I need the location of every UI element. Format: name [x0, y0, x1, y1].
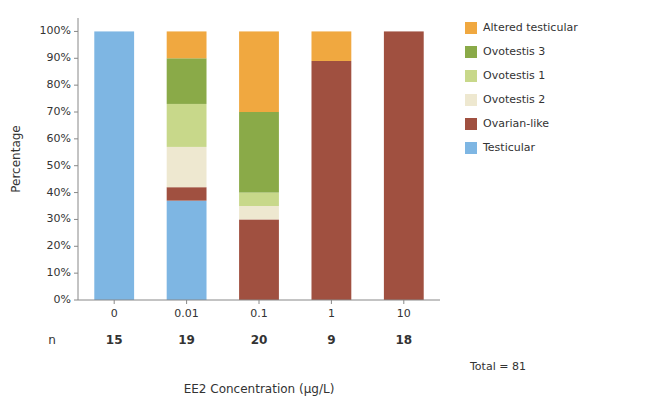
bar-segment: [239, 193, 279, 206]
y-tick-label: 20%: [47, 239, 71, 252]
bar-segment: [94, 31, 134, 32]
y-tick-label: 90%: [47, 51, 71, 64]
n-value: 9: [327, 333, 335, 347]
y-axis-line: [78, 18, 79, 300]
y-tick: [74, 58, 78, 59]
legend-swatch: [465, 22, 477, 34]
legend-swatch: [465, 118, 477, 130]
bar-segment: [384, 31, 424, 32]
y-tick: [74, 273, 78, 274]
chart: 0% 10% 20% 30% 40% 50% 60% 70% 80% 90% 100% 0 0.01 0.…: [0, 0, 665, 413]
x-tick: [403, 300, 404, 304]
n-value: 20: [251, 333, 268, 347]
y-tick: [74, 192, 78, 193]
x-tick-label: 0.1: [250, 307, 268, 320]
bar-segment: [384, 31, 424, 32]
y-tick-label: 80%: [47, 78, 71, 91]
bar-segment: [239, 206, 279, 219]
bar-segment: [167, 58, 207, 104]
legend-swatch: [465, 46, 477, 58]
bar-segment: [94, 31, 134, 32]
y-tick-label: 0%: [54, 293, 71, 306]
y-tick-label: 10%: [47, 266, 71, 279]
y-tick: [74, 165, 78, 166]
x-tick: [114, 300, 115, 304]
bar-segment: [384, 31, 424, 32]
y-tick-label: 100%: [40, 24, 71, 37]
bar-segment: [167, 201, 207, 300]
x-tick: [331, 300, 332, 304]
legend-label: Testicular: [482, 141, 536, 154]
x-tick-label: 0: [111, 307, 118, 320]
legend-label: Altered testicular: [483, 21, 578, 34]
bar-segment: [311, 31, 351, 61]
y-tick: [74, 85, 78, 86]
bar-segment: [167, 104, 207, 147]
bar-segment: [167, 147, 207, 187]
bar-segment: [384, 31, 424, 300]
bar-segment: [239, 31, 279, 112]
y-tick: [74, 112, 78, 113]
legend-swatch: [465, 142, 477, 154]
bar-segment: [311, 61, 351, 300]
y-tick: [74, 300, 78, 301]
bar-segment: [94, 31, 134, 300]
n-label: n: [48, 333, 56, 347]
bar-segment: [239, 219, 279, 300]
y-tick-label: 60%: [47, 132, 71, 145]
bar-segment: [94, 31, 134, 32]
bar-segment: [239, 112, 279, 193]
bars: [94, 31, 423, 300]
legend-label: Ovarian-like: [483, 117, 549, 130]
y-tick: [74, 246, 78, 247]
bar-segment: [384, 31, 424, 32]
x-tick-label: 0.01: [174, 307, 199, 320]
x-tick-label: 10: [397, 307, 411, 320]
y-tick-label: 30%: [47, 212, 71, 225]
legend-label: Ovotestis 1: [483, 69, 545, 82]
y-tick: [74, 219, 78, 220]
x-tick: [186, 300, 187, 304]
y-tick-label: 40%: [47, 186, 71, 199]
annotation: Total = 81: [469, 360, 526, 373]
bar-segment: [167, 31, 207, 58]
y-axis-label: Percentage: [9, 125, 23, 193]
y-tick: [74, 31, 78, 32]
legend-label: Ovotestis 3: [483, 45, 545, 58]
y-tick-label: 50%: [47, 159, 71, 172]
y-tick: [74, 138, 78, 139]
n-value: 18: [395, 333, 412, 347]
y-tick-label: 70%: [47, 105, 71, 118]
legend-label: Ovotestis 2: [483, 93, 545, 106]
x-tick: [259, 300, 260, 304]
x-axis-label: EE2 Concentration (μg/L): [184, 382, 335, 396]
bar-segment: [167, 187, 207, 200]
n-value: 15: [106, 333, 123, 347]
x-tick-label: 1: [328, 307, 335, 320]
legend-swatch: [465, 70, 477, 82]
legend-swatch: [465, 94, 477, 106]
bar-segment: [94, 31, 134, 32]
n-value: 19: [178, 333, 195, 347]
bar-segment: [94, 31, 134, 32]
